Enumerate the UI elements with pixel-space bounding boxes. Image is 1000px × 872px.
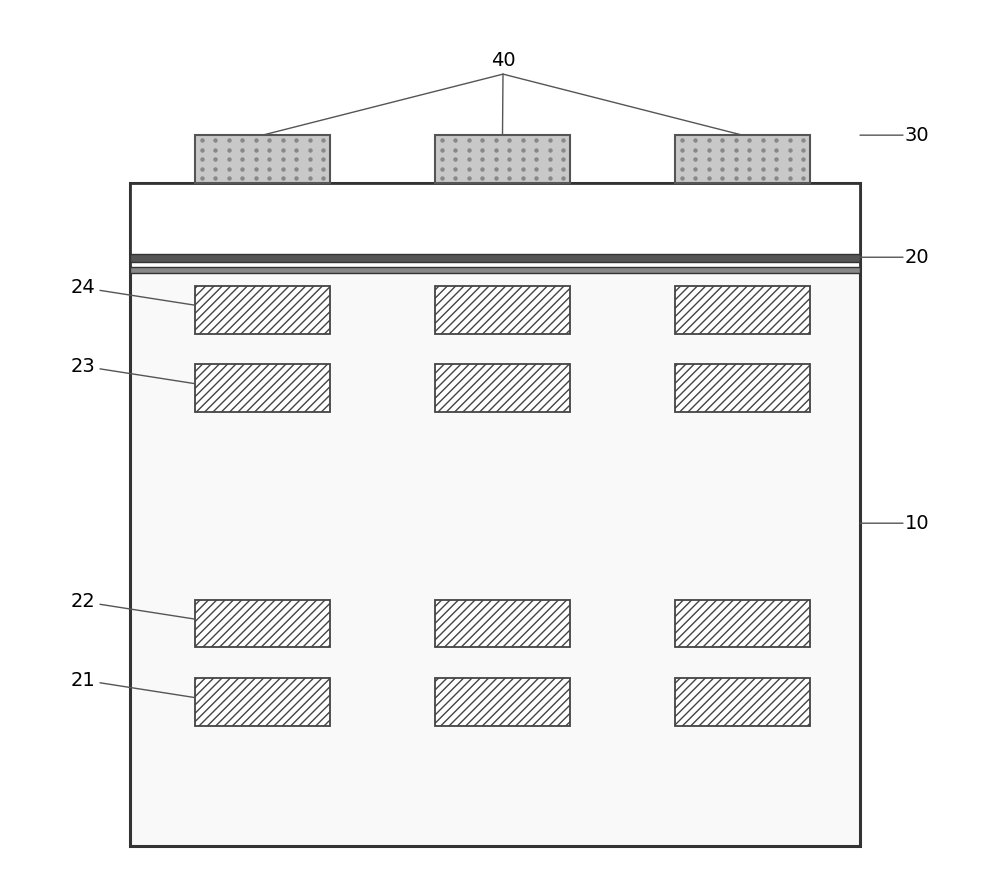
Bar bbox=[675, 285, 810, 333]
Bar bbox=[435, 364, 570, 412]
Text: 10: 10 bbox=[905, 514, 930, 533]
Text: 23: 23 bbox=[70, 357, 95, 376]
Bar bbox=[130, 254, 860, 262]
Text: 24: 24 bbox=[70, 278, 95, 297]
Bar bbox=[130, 183, 860, 270]
Bar bbox=[435, 135, 570, 183]
Bar bbox=[675, 135, 810, 183]
Bar bbox=[675, 600, 810, 647]
Text: 21: 21 bbox=[70, 671, 95, 690]
Bar bbox=[130, 267, 860, 273]
Text: 20: 20 bbox=[905, 248, 930, 267]
Bar bbox=[195, 600, 330, 647]
Bar bbox=[435, 600, 570, 647]
Bar bbox=[130, 183, 860, 846]
Bar bbox=[675, 364, 810, 412]
Bar bbox=[435, 285, 570, 333]
Bar bbox=[675, 678, 810, 726]
Text: 22: 22 bbox=[70, 592, 95, 611]
Bar bbox=[195, 364, 330, 412]
Bar bbox=[195, 678, 330, 726]
Text: 40: 40 bbox=[491, 51, 515, 70]
Bar bbox=[435, 678, 570, 726]
Text: 30: 30 bbox=[905, 126, 930, 145]
Bar bbox=[195, 135, 330, 183]
Bar bbox=[195, 285, 330, 333]
